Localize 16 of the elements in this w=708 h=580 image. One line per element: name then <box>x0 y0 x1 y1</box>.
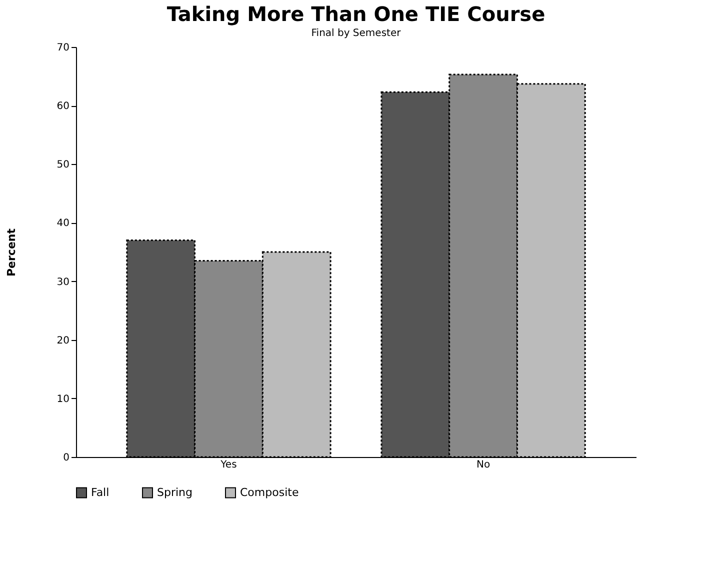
y-tick-label: 0 <box>63 452 70 464</box>
legend-label: Spring <box>157 486 192 499</box>
legend-label: Fall <box>91 486 110 499</box>
y-tick-label: 60 <box>56 101 70 112</box>
x-tick-label: Yes <box>220 460 237 470</box>
y-tick-label: 20 <box>56 335 70 346</box>
y-tick-label: 30 <box>56 276 70 288</box>
x-tick-label: No <box>476 460 490 470</box>
y-tick-label: 40 <box>56 218 70 230</box>
y-tick-label: 50 <box>56 160 70 171</box>
legend-label: Composite <box>240 486 299 499</box>
y-tick-label: 70 <box>56 42 70 54</box>
y-tick-label: 10 <box>56 394 70 405</box>
chart-title: Taking More Than One TIE Course <box>166 2 546 26</box>
chart-subtitle: Final by Semester <box>311 28 402 39</box>
y-axis-title: Percent <box>4 228 18 277</box>
